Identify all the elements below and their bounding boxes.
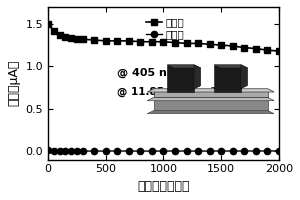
暗电流 <box>208 150 211 152</box>
暗电流 <box>185 150 188 152</box>
Text: @ 11.85 mW/cm²: @ 11.85 mW/cm² <box>117 86 216 97</box>
X-axis label: 弯折次数（次）: 弯折次数（次） <box>137 180 190 193</box>
暗电流 <box>46 149 50 152</box>
光电流 <box>58 34 61 36</box>
暗电流 <box>104 150 107 152</box>
光电流 <box>231 45 235 47</box>
Legend: 光电流, 暗电流: 光电流, 暗电流 <box>144 15 186 41</box>
光电流 <box>116 40 119 42</box>
暗电流 <box>92 150 96 152</box>
暗电流 <box>173 150 177 152</box>
暗电流 <box>64 150 67 152</box>
Y-axis label: 电流（μA）: 电流（μA） <box>7 60 20 106</box>
暗电流 <box>139 150 142 152</box>
暗电流 <box>219 150 223 152</box>
光电流 <box>196 42 200 45</box>
暗电流 <box>127 150 130 152</box>
光电流 <box>277 50 281 52</box>
暗电流 <box>242 150 246 152</box>
光电流 <box>266 49 269 51</box>
光电流 <box>208 43 211 45</box>
光电流 <box>64 35 67 38</box>
暗电流 <box>75 150 79 152</box>
Line: 光电流: 光电流 <box>45 21 282 54</box>
暗电流 <box>52 150 56 152</box>
光电流 <box>173 41 177 44</box>
Line: 暗电流: 暗电流 <box>45 147 282 154</box>
光电流 <box>75 38 79 40</box>
暗电流 <box>162 150 165 152</box>
暗电流 <box>58 150 61 152</box>
暗电流 <box>254 150 258 152</box>
光电流 <box>254 47 258 50</box>
光电流 <box>104 40 107 42</box>
暗电流 <box>277 150 281 152</box>
光电流 <box>139 41 142 43</box>
暗电流 <box>266 150 269 152</box>
光电流 <box>162 41 165 43</box>
暗电流 <box>81 150 84 152</box>
暗电流 <box>150 150 154 152</box>
光电流 <box>219 44 223 46</box>
光电流 <box>242 46 246 49</box>
暗电流 <box>69 150 73 152</box>
暗电流 <box>231 150 235 152</box>
Text: @ 405 nm: @ 405 nm <box>117 68 179 78</box>
光电流 <box>127 40 130 42</box>
暗电流 <box>116 150 119 152</box>
光电流 <box>52 29 56 32</box>
光电流 <box>69 37 73 40</box>
光电流 <box>81 38 84 40</box>
光电流 <box>46 23 50 25</box>
光电流 <box>92 39 96 41</box>
暗电流 <box>196 150 200 152</box>
光电流 <box>150 41 154 43</box>
光电流 <box>185 42 188 45</box>
